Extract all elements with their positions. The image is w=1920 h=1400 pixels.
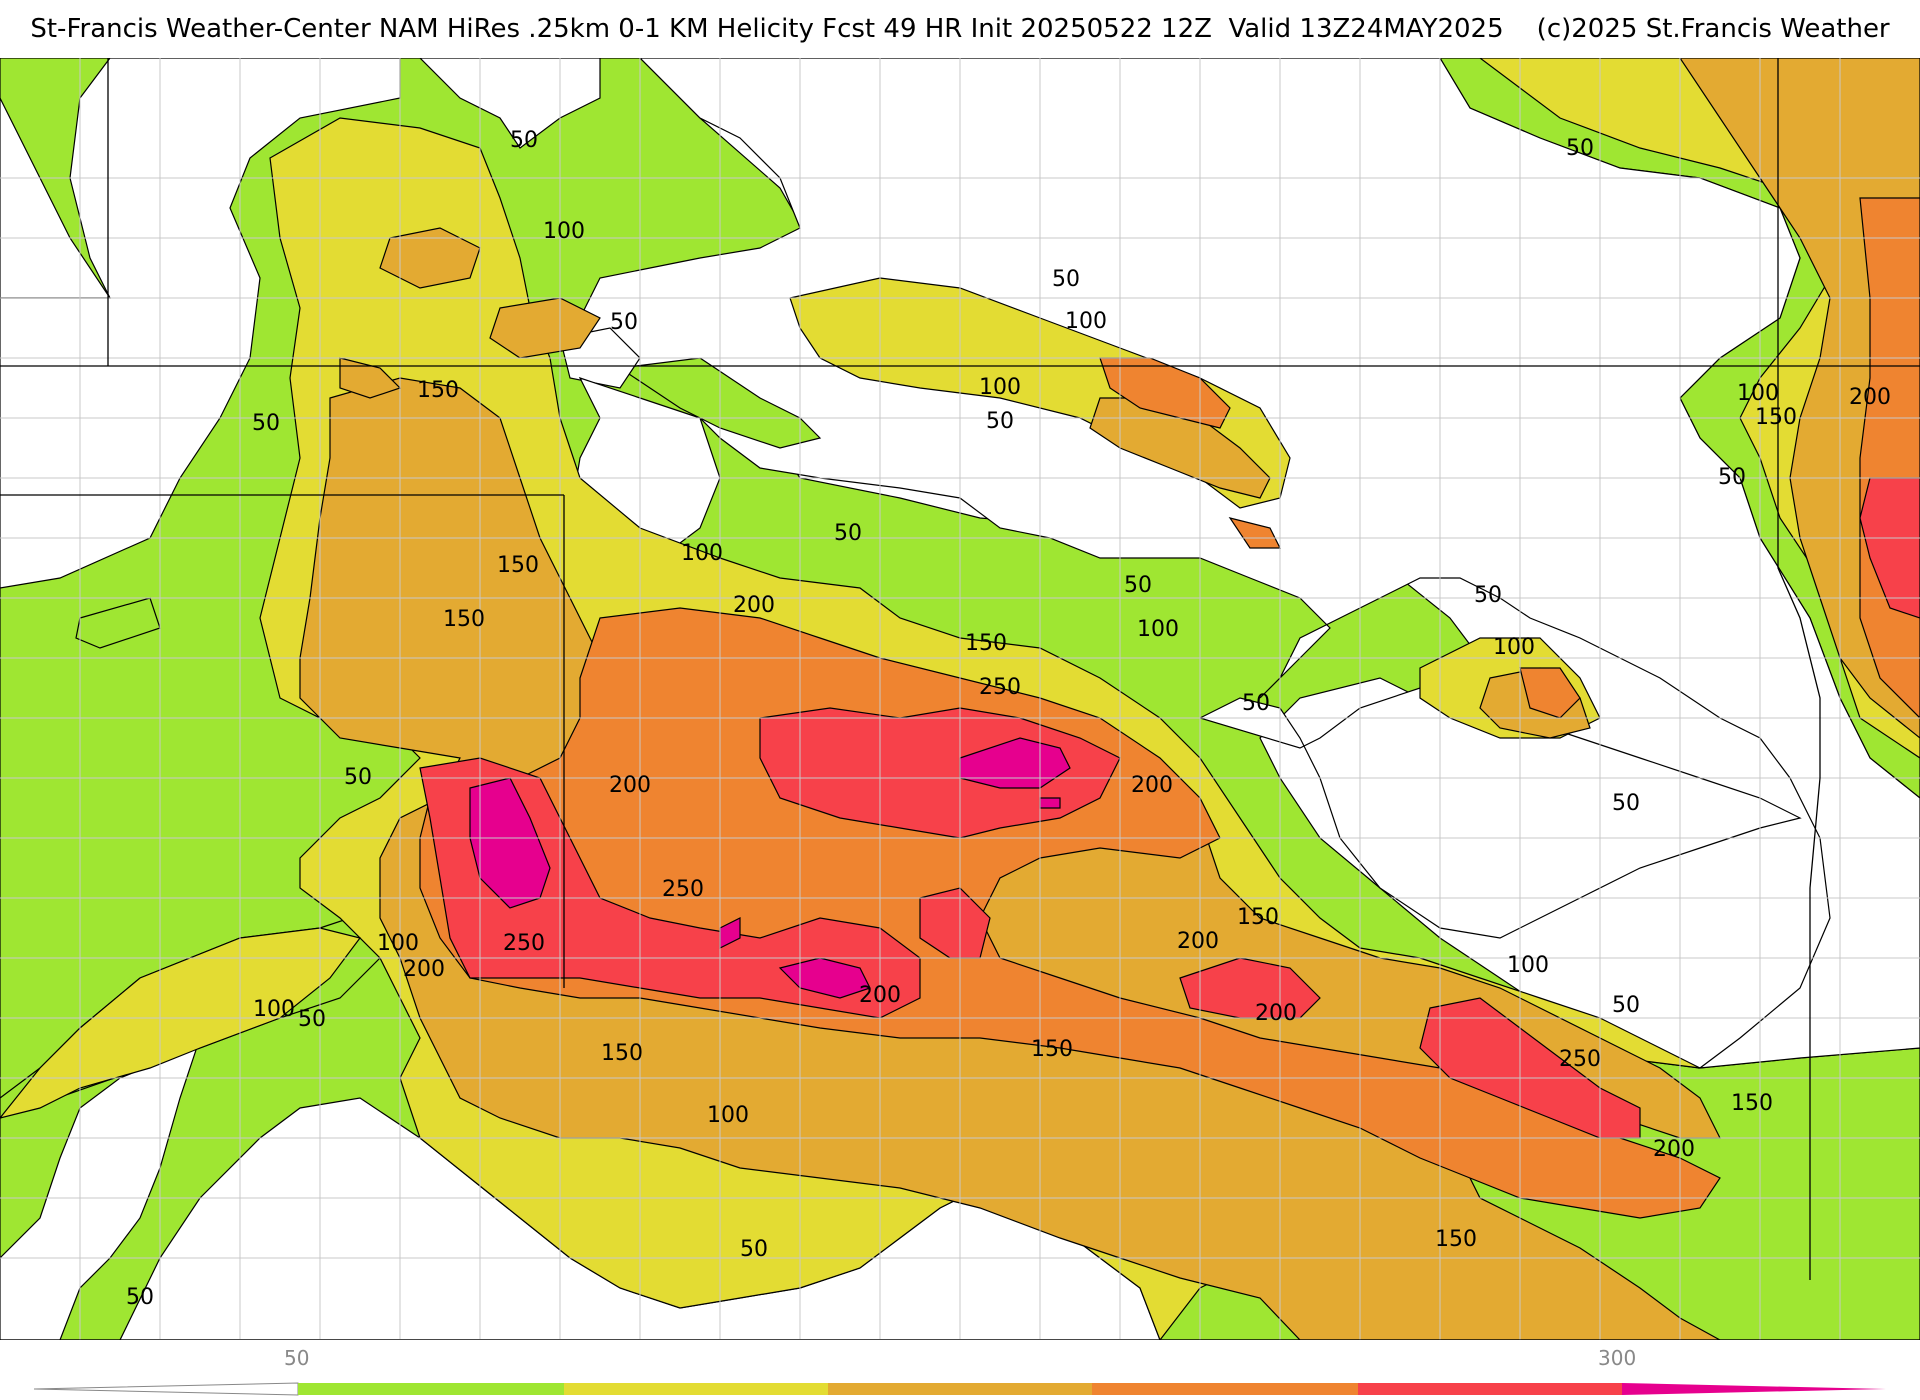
contour-label: 250	[979, 675, 1021, 700]
contour-label: 100	[1507, 953, 1549, 978]
contour-label: 50	[252, 411, 280, 436]
contour-label: 100	[377, 931, 419, 956]
contour-label: 50	[834, 521, 862, 546]
contour-label: 100	[707, 1103, 749, 1128]
colorbar-segment-below	[33, 1382, 299, 1396]
colorbar-segment-50	[298, 1383, 564, 1395]
contour-label: 100	[253, 997, 295, 1022]
colorbar-segment-150	[828, 1383, 1092, 1395]
contour-label: 200	[733, 593, 775, 618]
contour-label: 150	[1755, 405, 1797, 430]
contour-label: 50	[344, 765, 372, 790]
contour-label: 50	[1612, 791, 1640, 816]
contour-label: 100	[979, 375, 1021, 400]
contour-label: 50	[126, 1285, 154, 1310]
colorbar-segment-300	[1622, 1383, 1886, 1395]
contour-label: 100	[681, 541, 723, 566]
contour-label: 150	[443, 607, 485, 632]
contour-label: 150	[1435, 1227, 1477, 1252]
contour-label: 150	[497, 553, 539, 578]
contour-labels: 50 100 50 50 100 100 50 50 150 50 150 15…	[126, 128, 1891, 1310]
helicity-contour-map: 50 100 50 50 100 100 50 50 150 50 150 15…	[0, 58, 1920, 1340]
state-boundaries	[0, 58, 1920, 1340]
colorbar-segment-250	[1358, 1383, 1622, 1395]
contour-label: 50	[1612, 993, 1640, 1018]
contour-label: 50	[510, 128, 538, 153]
contour-label: 50	[1474, 583, 1502, 608]
contour-label: 50	[1124, 573, 1152, 598]
contour-label: 100	[1737, 381, 1779, 406]
contour-label: 150	[1237, 905, 1279, 930]
contour-label: 100	[543, 219, 585, 244]
colorbar-segment-100	[564, 1383, 828, 1395]
band-300	[469, 737, 1071, 999]
contour-label: 200	[1255, 1001, 1297, 1026]
colorbar-tick-label: 50	[284, 1346, 310, 1370]
contour-label: 250	[1559, 1047, 1601, 1072]
contour-label: 150	[601, 1041, 643, 1066]
contour-label: 100	[1065, 309, 1107, 334]
county-lines	[0, 58, 1920, 1340]
contour-label: 50	[298, 1007, 326, 1032]
contour-label: 50	[740, 1237, 768, 1262]
contour-label: 50	[1566, 136, 1594, 161]
contour-label: 250	[662, 877, 704, 902]
contour-label: 100	[1137, 617, 1179, 642]
contour-label: 150	[1031, 1037, 1073, 1062]
contour-label: 200	[1849, 385, 1891, 410]
contour-label: 200	[1177, 929, 1219, 954]
helicity-map: 50 100 50 50 100 100 50 50 150 50 150 15…	[0, 58, 1920, 1340]
contour-label: 200	[403, 957, 445, 982]
contour-label: 150	[417, 378, 459, 403]
contour-label: 150	[965, 631, 1007, 656]
contour-label: 50	[1242, 691, 1270, 716]
colorbar-tick-label: 300	[1598, 1346, 1637, 1370]
contour-label: 100	[1493, 635, 1535, 660]
map-title: St-Francis Weather-Center NAM HiRes .25k…	[30, 14, 1890, 44]
contour-label: 50	[1718, 465, 1746, 490]
contour-label: 200	[609, 773, 651, 798]
colorbar-bar	[33, 1382, 1886, 1396]
colorbar: 50 300	[0, 1340, 1920, 1400]
contour-label: 50	[610, 310, 638, 335]
colorbar-segment-200	[1092, 1383, 1358, 1395]
contour-label: 250	[503, 931, 545, 956]
contour-label: 50	[986, 409, 1014, 434]
contour-label: 200	[1653, 1137, 1695, 1162]
contour-label: 200	[859, 983, 901, 1008]
contour-label: 200	[1131, 773, 1173, 798]
contour-label: 50	[1052, 267, 1080, 292]
contour-label: 150	[1731, 1091, 1773, 1116]
